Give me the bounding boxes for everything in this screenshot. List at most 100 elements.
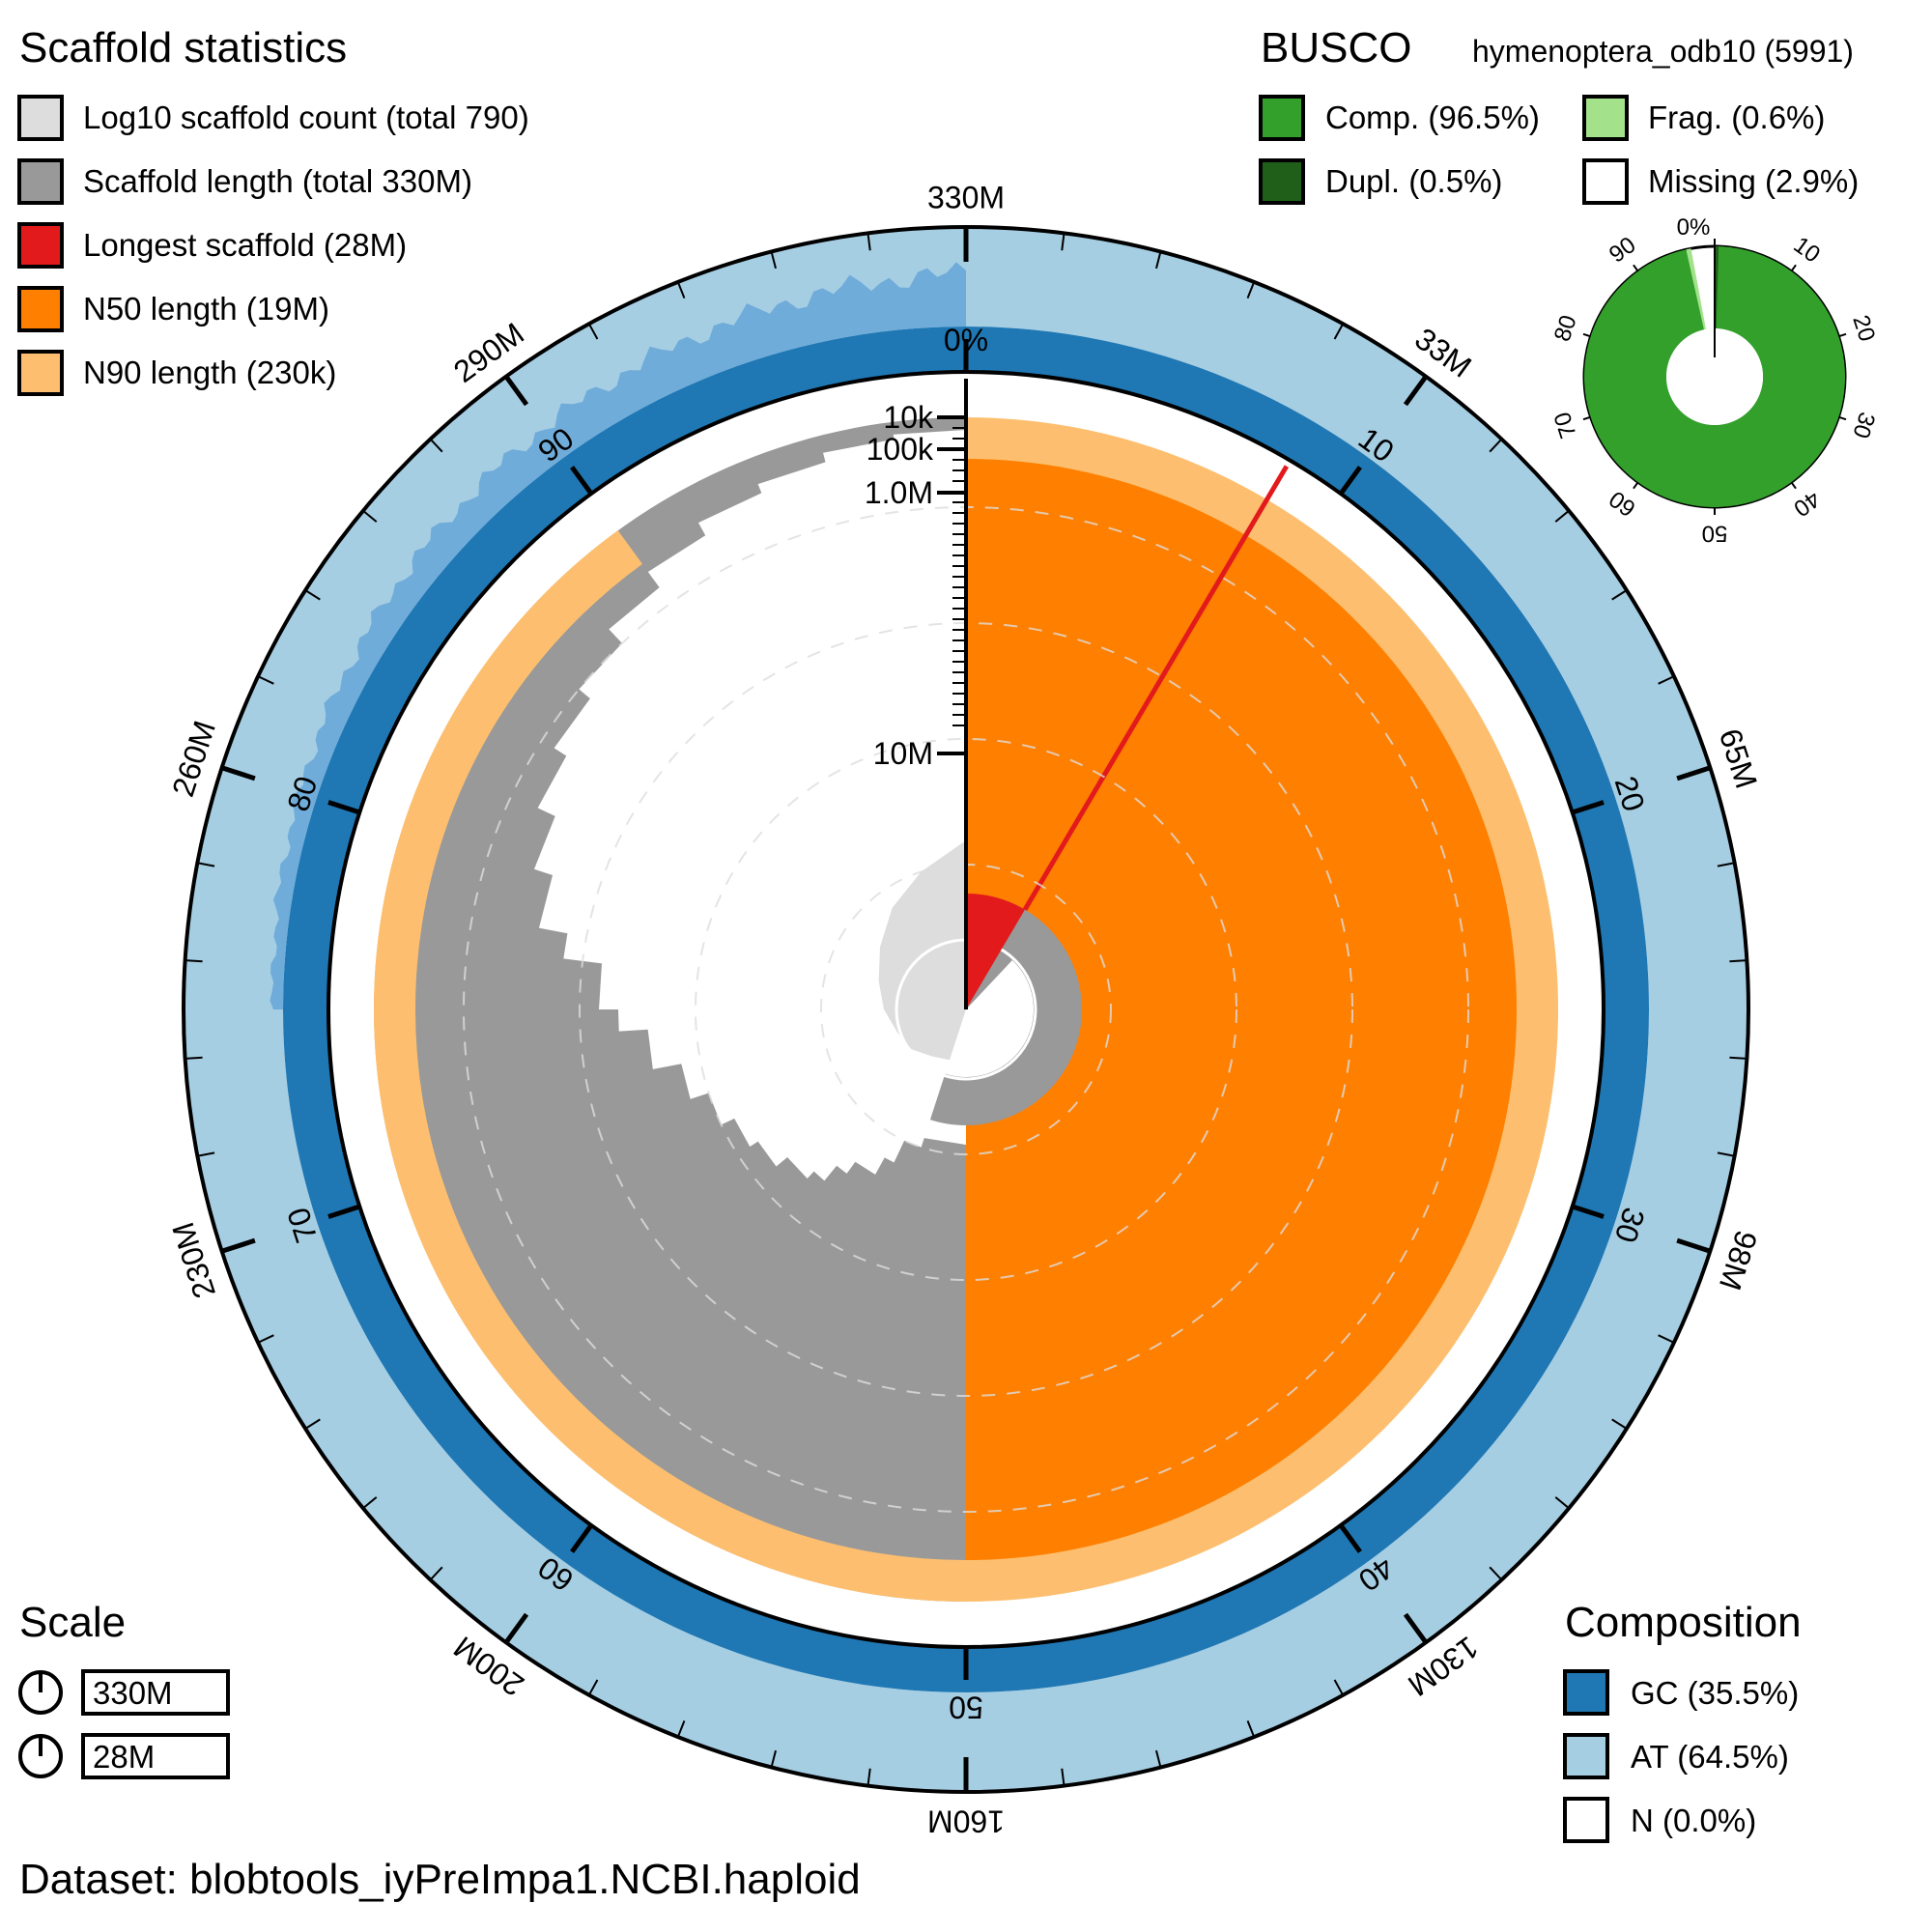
busco-tick-label-0: 0% <box>1677 214 1711 241</box>
n50-area <box>966 459 1517 1560</box>
busco-label-fragmented: Frag. (0.6%) <box>1648 99 1825 135</box>
legend-swatch-length <box>17 158 64 205</box>
scale-box-2 <box>81 1733 230 1779</box>
length-tick-43 <box>362 509 378 523</box>
busco-tick-6 <box>1633 481 1639 490</box>
length-tick-49 <box>867 233 871 251</box>
scale-label-2: 28M <box>93 1739 155 1775</box>
percent-label-0: 0% <box>944 323 988 357</box>
length-tick-17 <box>1611 1418 1628 1430</box>
busco-tick-label-10: 10 <box>1789 232 1825 269</box>
composition-label-at: AT (64.5%) <box>1631 1739 1789 1775</box>
busco-tick-label-30: 30 <box>1847 409 1880 441</box>
percent-tick-20 <box>1571 800 1605 815</box>
gc-variation <box>270 262 966 1009</box>
length-tick-22 <box>1246 1720 1256 1738</box>
busco-label-complete: Comp. (96.5%) <box>1325 99 1540 135</box>
length-tick-32 <box>362 1496 378 1510</box>
length-tick-12 <box>1729 959 1747 963</box>
percent-tick-10 <box>1338 466 1362 496</box>
radial-tick-label-1.0M: 1.0M <box>865 475 933 510</box>
length-tick-35 <box>220 1237 256 1254</box>
busco-legend: BUSCO hymenoptera_odb10 (5991) Comp. (96… <box>1259 24 1859 205</box>
composition-label-gc: GC (35.5%) <box>1631 1675 1799 1711</box>
scale-label-1: 330M <box>93 1675 173 1711</box>
radial-tick-label-10k: 10k <box>883 400 934 435</box>
percent-tick-90 <box>570 466 594 496</box>
legend-swatch-count <box>17 95 64 141</box>
length-tick-7 <box>1554 509 1570 523</box>
longest-line <box>1022 465 1290 911</box>
busco-tick-label-40: 40 <box>1789 485 1825 522</box>
length-label-98M: 98M <box>1713 1227 1764 1294</box>
length-tick-19 <box>1489 1566 1503 1581</box>
percent-tick-40 <box>1338 1523 1362 1553</box>
length-tick-24 <box>1061 1768 1065 1786</box>
length-tick-29 <box>587 1679 599 1696</box>
busco-swatch-duplicated <box>1259 158 1305 205</box>
length-tick-48 <box>770 251 778 270</box>
composition-swatch-n <box>1563 1797 1609 1843</box>
percent-tick-60 <box>570 1523 594 1553</box>
longest-sector <box>966 894 1025 1009</box>
busco-title: BUSCO <box>1261 24 1411 71</box>
composition-swatch-gc <box>1563 1669 1609 1716</box>
length-tick-20 <box>1403 1612 1429 1644</box>
legend-label-length: Scaffold length (total 330M) <box>83 163 472 199</box>
busco-tick-label-60: 60 <box>1605 485 1640 522</box>
length-tick-18 <box>1554 1496 1570 1510</box>
busco-tick-7 <box>1582 415 1591 421</box>
radial-tick-label-100k: 100k <box>867 432 934 467</box>
length-tick-44 <box>429 438 443 453</box>
legend-label-n90: N90 length (230k) <box>83 355 336 390</box>
length-tick-45 <box>503 375 529 407</box>
busco-swatch-fragmented <box>1582 95 1629 141</box>
legend-swatch-n90 <box>17 350 64 396</box>
composition-label-n: N (0.0%) <box>1631 1803 1756 1838</box>
busco-tick-4 <box>1790 481 1797 490</box>
length-tick-26 <box>867 1768 871 1786</box>
dataset-label: Dataset: blobtools_iyPreImpa1.NCBI.haplo… <box>19 1856 861 1903</box>
composition-swatch-at <box>1563 1733 1609 1779</box>
length-tick-4 <box>1333 323 1345 340</box>
busco-tick-9 <box>1633 264 1639 272</box>
legend-swatch-n50 <box>17 286 64 332</box>
length-tick-16 <box>1658 1334 1675 1344</box>
grid-circle-2 <box>695 738 1237 1281</box>
percent-tick-80 <box>327 800 361 815</box>
percent-tick-70 <box>327 1204 361 1219</box>
length-tick-6 <box>1489 438 1503 453</box>
scaffold-statistics-title: Scaffold statistics <box>19 24 347 71</box>
length-tick-38 <box>185 959 203 963</box>
length-tick-9 <box>1658 675 1675 685</box>
composition-legend: Composition GC (35.5%) AT (64.5%) N (0.0… <box>1563 1599 1802 1843</box>
length-tick-46 <box>587 323 599 340</box>
length-tick-39 <box>197 862 215 867</box>
busco-swatch-complete <box>1259 95 1305 141</box>
busco-tick-2 <box>1838 332 1847 338</box>
busco-tick-8 <box>1582 332 1591 338</box>
busco-label-missing: Missing (2.9%) <box>1648 163 1859 199</box>
composition-title: Composition <box>1565 1599 1802 1646</box>
length-tick-28 <box>676 1720 686 1738</box>
length-tick-8 <box>1611 589 1628 601</box>
busco-swatch-missing <box>1582 158 1629 205</box>
length-tick-14 <box>1717 1151 1735 1157</box>
length-tick-27 <box>770 1749 778 1768</box>
busco-tick-label-70: 70 <box>1549 409 1582 441</box>
busco-tick-label-20: 20 <box>1847 312 1880 345</box>
length-label-330M: 330M <box>927 180 1005 214</box>
length-tick-2 <box>1154 251 1162 270</box>
legend-label-count: Log10 scaffold count (total 790) <box>83 99 529 135</box>
percent-label-50: 50 <box>949 1690 983 1725</box>
length-tick-33 <box>304 1418 321 1430</box>
busco-tick-1 <box>1790 264 1797 272</box>
length-label-65M: 65M <box>1713 724 1764 792</box>
length-tick-13 <box>1729 1056 1747 1060</box>
busco-tick-label-80: 80 <box>1549 312 1582 345</box>
length-tick-41 <box>257 675 274 685</box>
legend-swatch-longest <box>17 222 64 269</box>
busco-complete-arc <box>1584 246 1845 507</box>
busco-tick-label-50: 50 <box>1702 521 1728 547</box>
